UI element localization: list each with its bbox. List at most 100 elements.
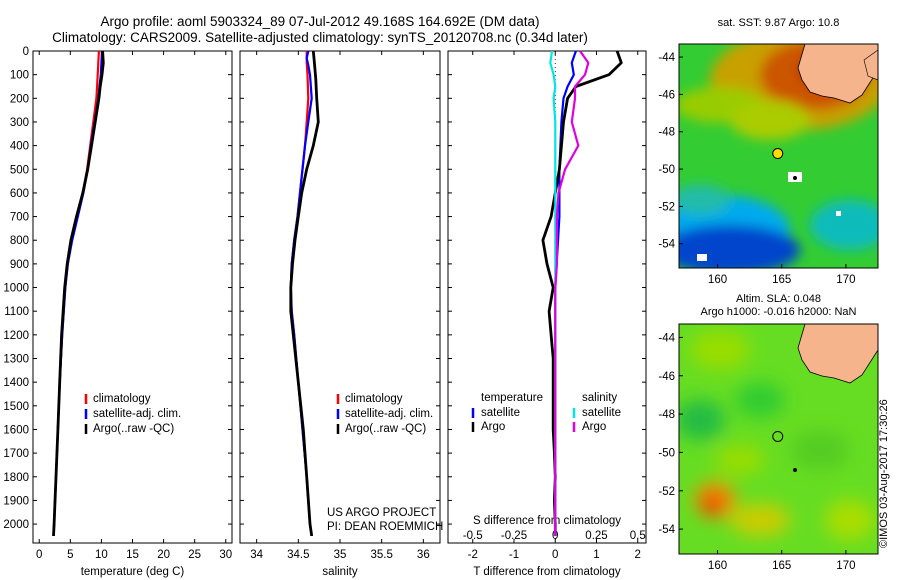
difference-series-salinity-argo [554, 50, 590, 536]
sla-map-ytick-label: -50 [658, 447, 675, 459]
temperature-ytick-label: 600 [10, 188, 29, 200]
temperature-ytick-label: 0 [23, 46, 29, 58]
difference-s-tick-label: 0.5 [630, 530, 646, 542]
temperature-series-climatology [52, 50, 100, 536]
temperature-ytick-label: 2000 [3, 519, 29, 531]
difference-xtick-label: -1 [509, 549, 519, 561]
temperature-xtick-label: 10 [95, 549, 108, 561]
sla-patch7 [715, 445, 765, 475]
difference-panel: -2 -1 0 1 2 T difference from climatology -0.5… [447, 50, 647, 578]
difference-s-tick-label: -0.25 [501, 530, 527, 542]
salinity-legend-label: Argo(..raw -QC) [345, 423, 426, 435]
sst-cool-region [810, 200, 878, 250]
temperature-ytick-label: 1500 [3, 401, 29, 413]
salinity-frame [239, 50, 441, 544]
temperature-ytick-label: 1000 [3, 283, 29, 295]
temperature-ytick-label: 500 [10, 164, 29, 176]
temperature-panel: 0 5 10 15 20 25 300100200300400500600700800900… [3, 46, 233, 578]
difference-frame [447, 50, 647, 544]
salinity-panel: 34 34.5 35 35.5 36 salinity climatology satelli… [239, 50, 443, 578]
sst-map-ytick-label: -50 [658, 164, 675, 176]
temperature-ytick-label: 100 [10, 70, 29, 82]
temperature-ytick-label: 1700 [3, 448, 29, 460]
temperature-ytick-label: 900 [10, 259, 29, 271]
argo-position-marker-sla [772, 430, 784, 442]
temperature-xtick-label: 5 [67, 549, 73, 561]
sst-coldest-region [679, 225, 800, 268]
sla-patch4 [730, 504, 790, 536]
temperature-xtick-label: 30 [219, 549, 232, 561]
temperature-xlabel: temperature (deg C) [81, 566, 185, 578]
temperature-ytick-label: 1300 [3, 354, 29, 366]
temperature-ytick-label: 1400 [3, 377, 29, 389]
salinity-xtick-label: 35 [334, 549, 347, 561]
sst-map-frame [678, 43, 879, 269]
temperature-xtick-label: 0 [36, 549, 42, 561]
sla-patch2 [735, 382, 785, 418]
sst-map-title: sat. SST: 9.87 Argo: 10.8 [717, 17, 840, 29]
sla-field [679, 330, 875, 540]
argo-position-marker [772, 148, 784, 160]
pi-annotation: PI: DEAN ROEMMICH [327, 521, 443, 533]
temperature-xtick-label: 25 [188, 549, 201, 561]
sla-map-ytick-label: -48 [658, 409, 675, 421]
difference-legend-temp-label: Argo [481, 421, 505, 433]
sla-landmass [797, 324, 878, 384]
sla-patch3 [679, 400, 725, 440]
sla-map-title-line2: Argo h1000: -0.016 h2000: NaN [700, 306, 857, 318]
salinity-series-argo [289, 50, 320, 537]
difference-s-axis-label: S difference from climatology [473, 515, 621, 527]
difference-legend-sal-title: salinity [582, 392, 617, 404]
sst-map-ytick-label: -44 [658, 52, 675, 64]
sst-missing-patch2 [697, 254, 707, 261]
difference-xtick-label: 2 [635, 549, 641, 561]
temperature-ytick-label: 800 [10, 235, 29, 247]
temperature-ytick-label: 200 [10, 93, 29, 105]
imos-stamp: ©IMOS 03-Aug-2017 17:30:26 [878, 399, 890, 548]
sla-map-title-line1: Altim. SLA: 0.048 [736, 293, 821, 305]
difference-xtick-label: -2 [468, 549, 478, 561]
temperature-ytick-label: 1900 [3, 495, 29, 507]
difference-xtick-label: 0 [552, 549, 558, 561]
sla-patch1 [690, 330, 750, 370]
difference-s-tick-label: 0 [552, 530, 558, 542]
sst-map-ytick-label: -46 [658, 89, 675, 101]
temperature-series-argo [52, 50, 105, 536]
temperature-ytick-label: 1600 [3, 424, 29, 436]
salinity-xtick-label: 34.5 [287, 549, 309, 561]
sst-island [793, 176, 797, 180]
project-annotation: US ARGO PROJECT [327, 507, 436, 519]
sst-map-ytick-label: -48 [658, 127, 675, 139]
sla-map-xtick-label: 165 [772, 560, 791, 572]
sst-map [679, 44, 878, 268]
sst-map-xtick-label: 165 [772, 274, 791, 286]
sla-highest-patch [702, 495, 722, 515]
sla-patch6 [825, 500, 875, 540]
difference-legend-temp-label: satellite [481, 407, 520, 419]
temperature-ytick-label: 1100 [4, 306, 29, 318]
plot-title-line1: Argo profile: aoml 5903324_89 07-Jul-201… [100, 14, 540, 29]
sst-map-ytick-label: -52 [658, 201, 675, 213]
sla-map [679, 324, 878, 554]
difference-xlabel: T difference from climatology [473, 566, 620, 578]
temperature-xtick-label: 20 [157, 549, 170, 561]
sst-missing-patch3 [836, 211, 841, 216]
temperature-ytick-label: 400 [10, 141, 29, 153]
salinity-xtick-label: 36 [417, 549, 430, 561]
temperature-ytick-label: 700 [10, 212, 29, 224]
sst-map-ytick-label: -54 [658, 239, 675, 251]
salinity-legend-label: climatology [345, 393, 403, 405]
temperature-ytick-label: 1800 [3, 472, 29, 484]
difference-legend-temp-title: temperature [481, 392, 543, 404]
temperature-xtick-label: 15 [126, 549, 139, 561]
sst-map-xtick-label: 170 [836, 274, 855, 286]
difference-s-tick-label: -0.5 [463, 530, 483, 542]
sst-landmass-east [863, 49, 878, 81]
difference-legend-sal-label: Argo [582, 421, 606, 433]
sst-map-xtick-label: 160 [708, 274, 727, 286]
sla-map-ytick-label: -46 [658, 371, 675, 383]
salinity-legend-label: satellite-adj. clim. [345, 408, 433, 420]
salinity-xtick-label: 34 [250, 549, 263, 561]
sla-map-xtick-label: 160 [708, 560, 727, 572]
